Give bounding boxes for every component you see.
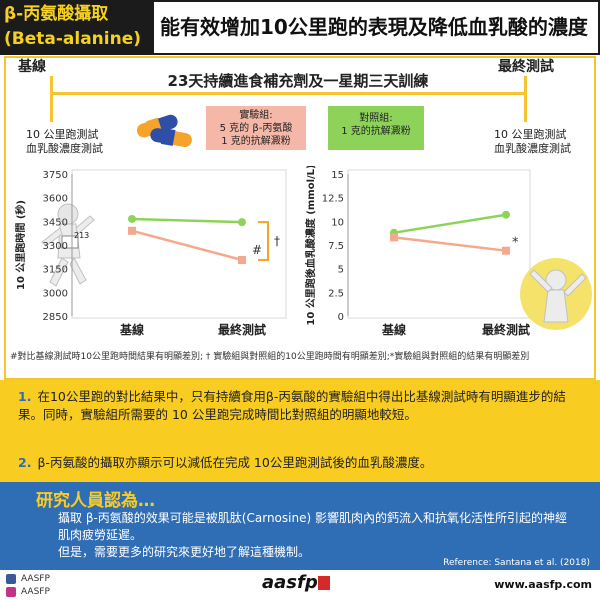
- chart1-y-tick-label: 3300: [43, 241, 68, 252]
- title-line2: (Beta-alanine): [4, 29, 142, 49]
- researchers-title: 研究人員認為…: [36, 491, 155, 511]
- start-test-1: 10 公里跑測試: [26, 128, 99, 141]
- chart1-x-tick-label: 最終測試: [218, 322, 266, 337]
- instagram-icon: [6, 586, 16, 597]
- instagram-link[interactable]: AASFP: [6, 586, 50, 598]
- running-figure-icon: [41, 203, 95, 287]
- capsule-pills-icon: [136, 114, 192, 147]
- chart2-x-tick-label: 基線: [381, 322, 406, 337]
- title-line1: β-丙氨酸攝取: [4, 4, 109, 24]
- chart1-series-2-point: [128, 226, 136, 235]
- researchers-body-2: 但是，需要更多的研究來更好地了解這種機制。: [58, 545, 311, 559]
- chart2-y-tick-label: 0: [338, 312, 344, 323]
- chart2-y-tick-label: 7.5: [328, 241, 344, 252]
- facebook-link[interactable]: AASFP: [6, 573, 50, 585]
- chart2-series-2-point: [502, 246, 510, 255]
- chart1-annotation-hash: #: [252, 243, 262, 257]
- timeline-line: [50, 92, 527, 95]
- key-points-section: 1. 在10公里跑的對比結果中，只有持續食用β-丙氨酸的實驗組中得出比基線測試時有…: [0, 380, 600, 482]
- researchers-body-1: 攝取 β-丙氨酸的效果可能是被肌肽(Carnosine) 影響肌肉內的鈣流入和抗…: [58, 511, 567, 542]
- header-subtitle: 能有效增加10公里跑的表現及降低血乳酸的濃度: [154, 2, 598, 53]
- start-test-2: 血乳酸濃度測試: [26, 142, 103, 155]
- chart1-series-1-line: [131, 217, 243, 224]
- reference: Reference: Santana et al. (2018): [443, 558, 590, 568]
- end-test-2: 血乳酸濃度測試: [494, 142, 571, 155]
- chart1-series-1-point: [128, 214, 136, 223]
- researchers-body: 攝取 β-丙氨酸的效果可能是被肌肽(Carnosine) 影響肌肉內的鈣流入和抗…: [58, 510, 578, 561]
- experimental-group-line1: 5 克的 β-丙氨酸: [219, 123, 293, 134]
- researchers-section: 研究人員認為… 攝取 β-丙氨酸的效果可能是被肌肽(Carnosine) 影響肌…: [0, 482, 600, 570]
- chart2-y-tick-label: 12.5: [322, 194, 344, 205]
- chart1-series-1-point: [238, 218, 246, 227]
- control-group-box: 對照組: 1 克的抗解澱粉: [328, 106, 424, 150]
- experimental-group-line2: 1 克的抗解澱粉: [221, 136, 291, 147]
- aasfp-logo: aasfp: [262, 572, 318, 593]
- protocol-banner: 23天持續進食補充劑及一星期三天訓練: [167, 72, 429, 90]
- run-time-chart: 213 2850 3000 3150 3300 3450 3600 3750 基線 最終測試 10…: [14, 169, 287, 337]
- instagram-handle: AASFP: [21, 587, 50, 597]
- chart1-y-tick-label: 3000: [43, 288, 68, 299]
- chart2-x-tick-label: 最終測試: [482, 322, 530, 337]
- start-label: 基線: [18, 59, 46, 75]
- chart1-y-axis-label: 10 公里跑時間 (秒): [14, 200, 27, 290]
- chart1-y-tick-label: 3750: [43, 170, 68, 181]
- chart2-y-tick-label: 5: [338, 265, 344, 276]
- key-point-1-text: 在10公里跑的對比結果中，只有持續食用β-丙氨酸的實驗組中得出比基線測試時有明顯…: [18, 389, 566, 422]
- logo-mark-icon: [318, 576, 330, 590]
- chart1-annotation-dagger: †: [274, 234, 280, 248]
- facebook-icon: [6, 573, 16, 584]
- chart2-y-axis-label: 10 公里跑後血乳酸濃度 (mmol/L): [304, 166, 317, 326]
- key-point-1-number: 1.: [18, 389, 32, 404]
- experimental-group-title: 實驗組:: [239, 110, 273, 121]
- chart2-series-2-line: [393, 236, 507, 252]
- chart1-series-2-point: [238, 255, 246, 264]
- key-point-1: 1. 在10公里跑的對比結果中，只有持續食用β-丙氨酸的實驗組中得出比基線測試時有…: [18, 388, 578, 424]
- header: β-丙氨酸攝取 (Beta-alanine) 能有效增加10公里跑的表現及降低血…: [0, 0, 600, 55]
- control-group-title: 對照組:: [359, 113, 393, 124]
- chart2-y-tick-label: 10: [331, 217, 344, 228]
- study-panel: 基線 最終測試 23天持續進食補充劑及一星期三天訓練 10 公里跑測試 血乳酸濃…: [4, 56, 596, 380]
- chart2-series-2-point: [390, 233, 398, 242]
- timeline-right-tick: [524, 76, 527, 122]
- chart1-y-tick-label: 3600: [43, 194, 68, 205]
- key-point-2-number: 2.: [18, 455, 32, 470]
- significance-footnote: #對比基線測試時10公里跑時間結果有明顯差別; † 實驗組與對照組的10公里跑時…: [10, 352, 530, 362]
- cheering-figure-icon: [520, 258, 592, 330]
- chart1-x-tick-label: 基線: [119, 322, 144, 337]
- footer: AASFP AASFP aasfp www.aasfp.com: [0, 570, 600, 600]
- chart1-y-tick-label: 3150: [43, 265, 68, 276]
- timeline-left-tick: [50, 76, 53, 122]
- key-point-2-text: β-丙氨酸的攝取亦顯示可以減低在完成 10公里跑測試後的血乳酸濃度。: [37, 455, 433, 470]
- experimental-group-box: 實驗組: 5 克的 β-丙氨酸 1 克的抗解澱粉: [206, 106, 306, 150]
- chart2-series-1-line: [393, 213, 507, 234]
- lactate-chart: 0 2.5 5 7.5 10 12.5 15 基線 最終測試 10 公里跑後血乳酸濃度 (mmol…: [304, 166, 592, 337]
- chart2-y-tick-label: 2.5: [328, 288, 344, 299]
- chart1-y-tick-label: 3450: [43, 217, 68, 228]
- key-point-2: 2. β-丙氨酸的攝取亦顯示可以減低在完成 10公里跑測試後的血乳酸濃度。: [18, 454, 578, 472]
- website-link[interactable]: www.aasfp.com: [494, 578, 592, 591]
- end-test-1: 10 公里跑測試: [494, 128, 567, 141]
- chart2-series-1-point: [502, 210, 510, 219]
- runner-bib-number: 213: [74, 231, 89, 240]
- chart1-series-2-line: [131, 229, 243, 262]
- header-title: β-丙氨酸攝取 (Beta-alanine): [4, 2, 150, 53]
- end-label: 最終測試: [498, 59, 554, 75]
- chart2-annotation-asterisk: *: [512, 236, 519, 251]
- chart2-y-tick-label: 15: [331, 170, 344, 181]
- chart1-significance-bracket: [258, 221, 269, 261]
- facebook-handle: AASFP: [21, 574, 50, 584]
- chart1-y-tick-label: 2850: [43, 312, 68, 323]
- control-group-line1: 1 克的抗解澱粉: [341, 126, 411, 137]
